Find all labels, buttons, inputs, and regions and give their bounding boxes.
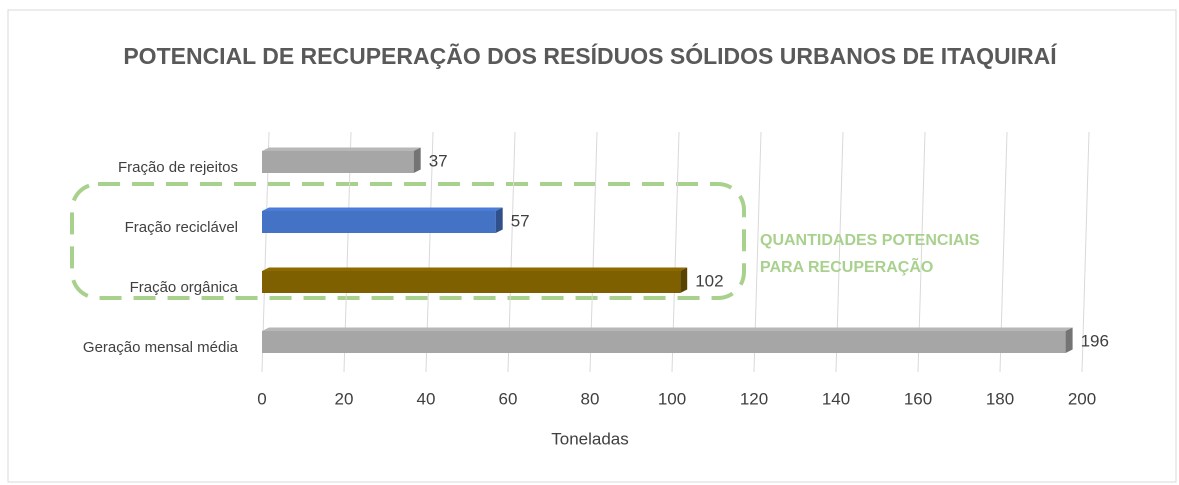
x-tick-label: 120	[740, 389, 768, 408]
highlight-box	[70, 182, 746, 300]
chart-frame	[7, 9, 1177, 483]
bar	[262, 271, 681, 293]
x-tick-label: 80	[581, 389, 600, 408]
x-tick-label: 0	[257, 389, 266, 408]
bar-side	[413, 147, 421, 173]
x-tick-label: 60	[499, 389, 518, 408]
y-tick-label: Fração orgânica	[130, 279, 239, 296]
bar-side	[1065, 327, 1073, 353]
bar-top	[262, 147, 421, 151]
bar-top	[262, 267, 688, 271]
annotation: QUANTIDADES POTENCIAIS	[760, 232, 980, 249]
x-tick-label: 180	[986, 389, 1014, 408]
bar-top	[262, 327, 1073, 331]
bar-side	[495, 207, 503, 233]
chart-title: POTENCIAL DE RECUPERAÇÃO DOS RESÍDUOS SÓ…	[123, 42, 1057, 69]
x-tick-label: 100	[658, 389, 686, 408]
bar-top	[262, 207, 503, 211]
x-axis-title: Toneladas	[551, 429, 629, 448]
y-tick-label: Geração mensal média	[83, 339, 239, 356]
y-tick-label: Fração de rejeitos	[118, 159, 238, 176]
bar	[262, 331, 1066, 353]
y-tick-label: Fração reciclável	[125, 219, 238, 236]
bar	[262, 151, 414, 173]
x-tick-label: 140	[822, 389, 850, 408]
value-label: 57	[511, 211, 530, 230]
x-tick-label: 200	[1068, 389, 1096, 408]
annotation: PARA RECUPERAÇÃO	[760, 256, 933, 276]
value-label: 37	[429, 151, 448, 170]
bar	[262, 211, 496, 233]
x-tick-label: 40	[417, 389, 436, 408]
x-tick-label: 20	[335, 389, 354, 408]
x-tick-label: 160	[904, 389, 932, 408]
value-label: 102	[695, 271, 723, 290]
grid-line	[1081, 131, 1090, 373]
value-label: 196	[1081, 331, 1109, 350]
bar-side	[680, 267, 688, 293]
